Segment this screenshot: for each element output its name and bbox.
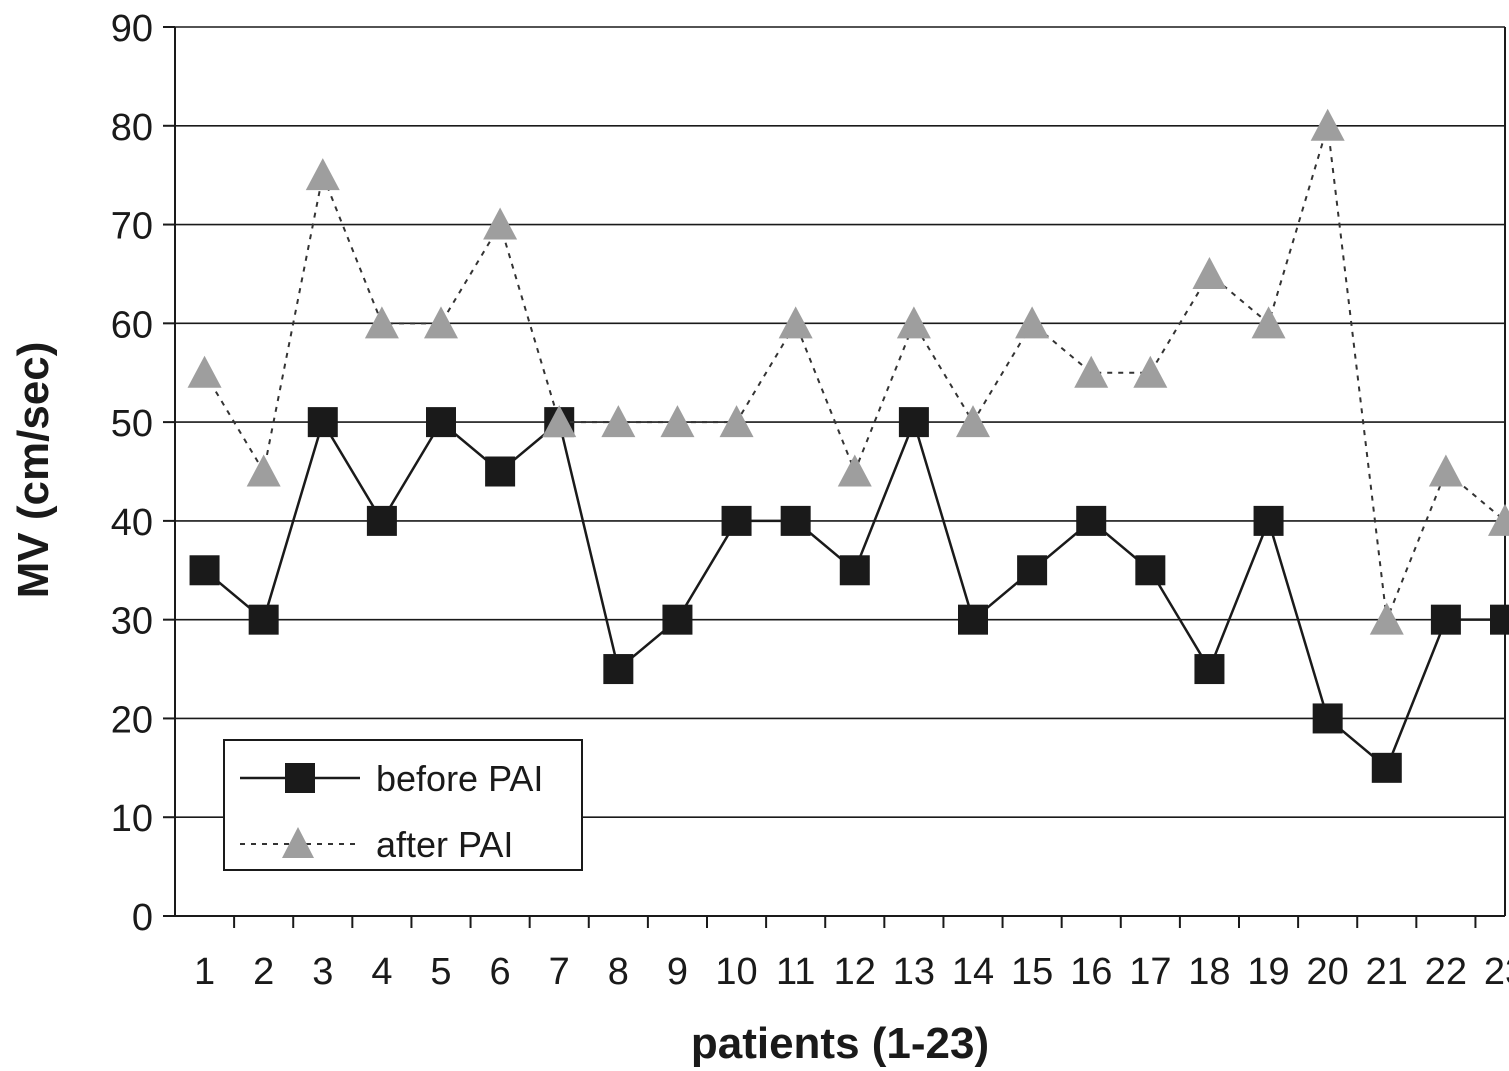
series-layer <box>187 108 1509 783</box>
x-tick-label-17: 17 <box>1129 951 1171 993</box>
x-tick-label-7: 7 <box>549 951 570 993</box>
point-after-18 <box>1192 256 1227 289</box>
x-tick-label-15: 15 <box>1011 951 1053 993</box>
point-before-12 <box>839 555 870 586</box>
series-line-1 <box>203 125 1506 621</box>
legend: before PAI after PAI <box>223 739 583 871</box>
point-after-1 <box>187 355 222 388</box>
point-before-20 <box>1312 703 1343 734</box>
legend-label-before: before PAI <box>376 758 543 799</box>
y-tick-label-90: 90 <box>111 8 153 50</box>
point-before-3 <box>307 407 338 438</box>
y-tick-label-60: 60 <box>111 304 153 346</box>
x-tick-label-11: 11 <box>776 951 815 993</box>
y-axis-title: MV (cm/sec) <box>9 342 58 599</box>
point-before-23 <box>1490 604 1509 635</box>
point-after-20 <box>1310 108 1345 141</box>
point-before-6 <box>485 456 516 487</box>
x-tick-label-4: 4 <box>371 951 392 993</box>
point-after-3 <box>305 158 340 191</box>
point-after-15 <box>1015 306 1050 339</box>
x-tick-label-18: 18 <box>1188 951 1230 993</box>
point-after-5 <box>424 306 458 339</box>
point-before-22 <box>1430 604 1461 635</box>
point-before-10 <box>721 505 752 536</box>
point-before-15 <box>1017 555 1048 586</box>
y-tick-label-70: 70 <box>111 206 153 248</box>
point-before-17 <box>1135 555 1166 586</box>
point-after-16 <box>1074 355 1109 388</box>
point-before-4 <box>366 505 397 536</box>
point-before-19 <box>1253 505 1284 536</box>
x-tick-label-10: 10 <box>715 951 757 993</box>
point-after-7 <box>542 405 577 438</box>
legend-marker-after <box>282 827 314 858</box>
point-after-6 <box>483 207 518 240</box>
y-tick-label-10: 10 <box>111 798 153 840</box>
point-after-10 <box>719 405 754 438</box>
y-tick-label-80: 80 <box>111 107 153 149</box>
point-before-16 <box>1076 505 1107 536</box>
x-tick-label-20: 20 <box>1307 951 1349 993</box>
gridlines <box>175 26 1505 819</box>
y-tick-label-0: 0 <box>132 897 153 939</box>
point-after-17 <box>1133 355 1168 388</box>
y-tick-label-50: 50 <box>111 403 153 445</box>
point-before-5 <box>426 407 456 438</box>
y-axis-ticks: 0 10 20 30 40 50 60 70 80 90 <box>111 8 175 939</box>
x-tick-label-19: 19 <box>1247 951 1289 993</box>
point-before-14 <box>958 604 988 635</box>
point-after-14 <box>956 405 990 438</box>
x-tick-label-1: 1 <box>194 951 215 993</box>
x-tick-label-21: 21 <box>1366 951 1408 993</box>
x-tick-label-9: 9 <box>667 951 688 993</box>
point-after-12 <box>837 454 872 487</box>
y-tick-label-20: 20 <box>111 699 153 741</box>
x-tick-label-12: 12 <box>834 951 876 993</box>
x-tick-label-2: 2 <box>253 951 274 993</box>
point-after-19 <box>1251 306 1286 339</box>
point-before-18 <box>1194 654 1225 685</box>
legend-marker-before <box>285 763 315 793</box>
point-after-9 <box>660 405 695 438</box>
x-axis-title: patients (1-23) <box>691 1019 989 1068</box>
point-after-4 <box>364 306 399 339</box>
point-before-13 <box>898 407 929 438</box>
legend-box <box>223 739 583 871</box>
x-tick-label-23: 23 <box>1484 951 1509 993</box>
legend-entry-before: before PAI <box>240 758 543 799</box>
point-after-8 <box>601 405 636 438</box>
point-before-21 <box>1371 752 1402 783</box>
x-tick-label-13: 13 <box>893 951 935 993</box>
x-tick-label-16: 16 <box>1070 951 1112 993</box>
x-tick-label-6: 6 <box>490 951 511 993</box>
point-after-11 <box>778 306 813 339</box>
y-tick-label-40: 40 <box>111 502 153 544</box>
point-after-2 <box>246 454 281 487</box>
point-before-9 <box>662 604 693 635</box>
series-0 <box>189 407 1509 783</box>
point-before-11 <box>780 505 811 536</box>
point-after-21 <box>1369 602 1404 635</box>
legend-label-after: after PAI <box>376 824 513 865</box>
x-tick-label-14: 14 <box>952 951 994 993</box>
point-before-1 <box>189 555 220 586</box>
point-after-23 <box>1488 503 1509 536</box>
x-tick-label-22: 22 <box>1425 951 1467 993</box>
plot-frame <box>174 27 1506 917</box>
point-after-13 <box>896 306 931 339</box>
point-after-22 <box>1428 454 1463 487</box>
point-before-8 <box>603 654 634 685</box>
x-tick-label-3: 3 <box>312 951 333 993</box>
x-axis-ticks: 1234567891011121314151617181920212223 <box>194 916 1509 993</box>
x-tick-label-8: 8 <box>608 951 629 993</box>
legend-entry-after: after PAI <box>240 824 513 865</box>
point-before-2 <box>248 604 279 635</box>
y-tick-label-30: 30 <box>111 601 153 643</box>
series-1 <box>187 108 1509 635</box>
x-tick-label-5: 5 <box>430 951 451 993</box>
